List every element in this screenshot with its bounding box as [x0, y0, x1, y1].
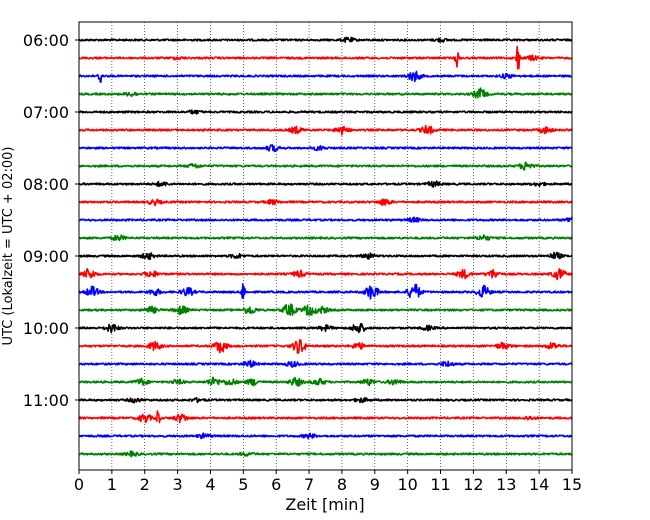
x-axis-label: Zeit [min]	[285, 495, 364, 514]
x-tick-label: 7	[304, 475, 314, 494]
x-tick-label: 10	[397, 475, 417, 494]
seismogram-trace	[78, 70, 573, 83]
seismogram-trace	[78, 450, 573, 458]
y-tick-label: 08:00	[23, 175, 69, 194]
y-tick-label: 11:00	[23, 391, 69, 410]
seismogram-trace	[78, 180, 573, 188]
x-tick-label: 13	[496, 475, 516, 494]
seismogram-trace	[78, 124, 573, 136]
seismogram-trace	[78, 198, 573, 207]
x-tick-label: 6	[271, 475, 281, 494]
x-tick-label: 4	[205, 475, 215, 494]
seismogram-trace	[78, 410, 573, 424]
seismogram-trace	[78, 283, 573, 300]
seismogram-trace	[78, 216, 573, 223]
x-tick-label: 8	[337, 475, 347, 494]
x-tick-label: 3	[173, 475, 183, 494]
seismogram-trace	[78, 45, 573, 70]
x-tick-label: 11	[430, 475, 450, 494]
x-tick-label: 5	[238, 475, 248, 494]
y-tick-label: 06:00	[23, 31, 69, 50]
seismogram-trace	[78, 251, 573, 261]
seismogram-trace	[78, 36, 573, 43]
seismogram-trace	[78, 339, 573, 354]
x-tick-label: 1	[107, 475, 117, 494]
seismogram-trace	[78, 87, 573, 99]
seismogram-trace	[78, 303, 573, 316]
seismogram-trace	[78, 396, 573, 404]
seismogram-trace	[78, 322, 573, 334]
seismogram-trace	[78, 376, 573, 387]
y-axis-ticks: 06:00 07:00 08:00 09:00 10:00 11:00	[23, 31, 79, 410]
seismogram-trace	[78, 234, 573, 242]
x-axis-ticks: 0 1 2 3 4 5 6 7 8 9 10 11 12 13 14 15	[74, 470, 582, 494]
y-tick-label: 07:00	[23, 103, 69, 122]
x-tick-label: 14	[529, 475, 549, 494]
vertical-grid	[111, 22, 540, 470]
seismogram-trace	[78, 359, 573, 368]
seismogram-trace	[78, 161, 573, 171]
seismogram-trace	[78, 109, 573, 115]
seismogram-trace	[78, 144, 573, 153]
y-tick-label: 10:00	[23, 319, 69, 338]
y-axis-label: UTC (Lokalzeit = UTC + 02:00)	[1, 147, 16, 346]
seismogram-traces	[78, 36, 573, 458]
seismogram-trace	[78, 432, 573, 440]
seismogram-trace	[78, 268, 573, 281]
y-tick-label: 09:00	[23, 247, 69, 266]
x-tick-label: 15	[562, 475, 582, 494]
x-tick-label: 9	[370, 475, 380, 494]
x-tick-label: 12	[463, 475, 483, 494]
x-tick-label: 2	[140, 475, 150, 494]
x-tick-label: 0	[74, 475, 84, 494]
plot-frame	[78, 21, 573, 471]
